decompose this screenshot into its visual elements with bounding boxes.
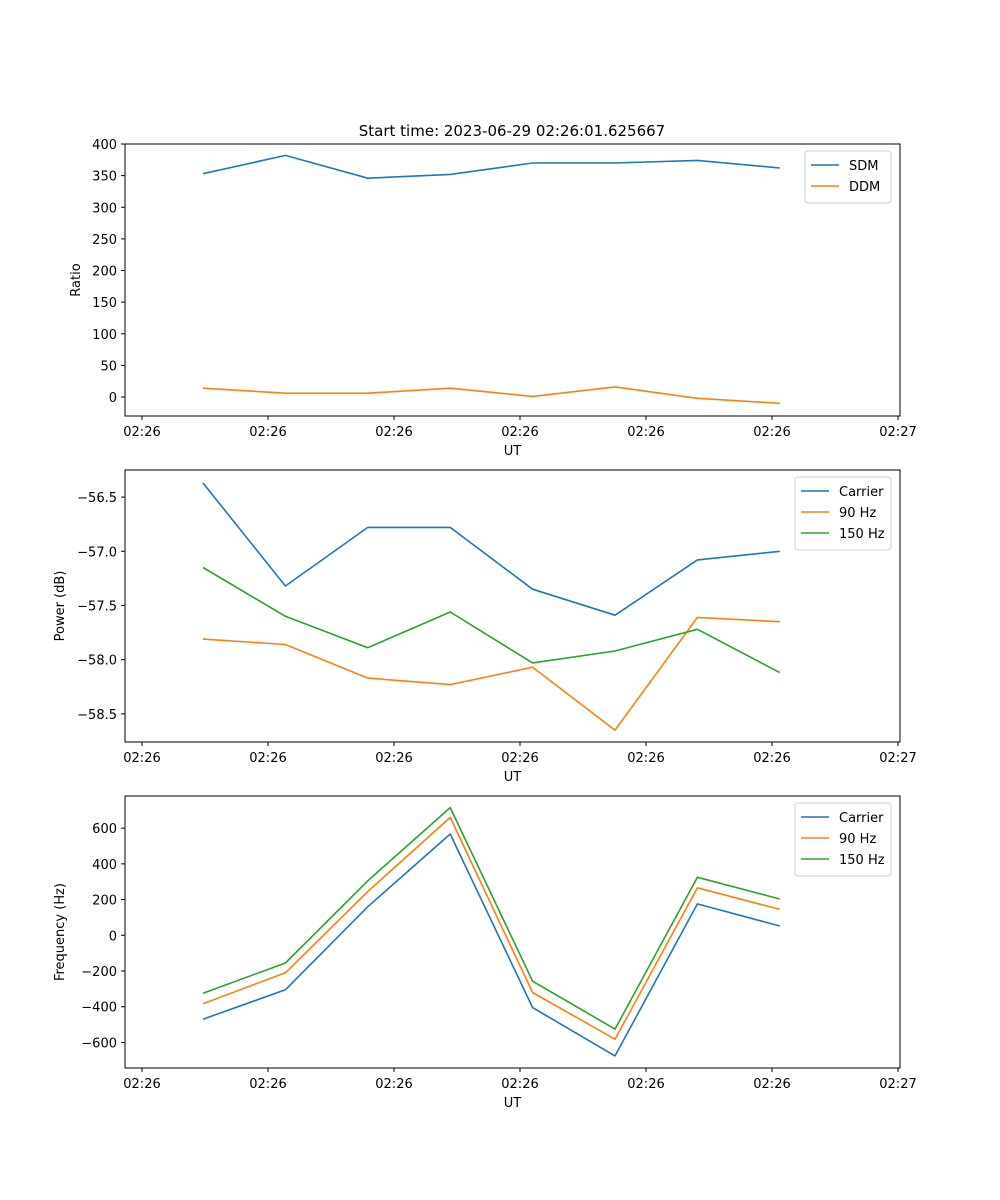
legend-label: SDM [849, 159, 878, 174]
legend-box [794, 802, 892, 877]
chart-title: Start time: 2023-06-29 02:26:01.625667 [359, 122, 665, 140]
x-tick-label: 02:26 [123, 1077, 160, 1092]
y-axis-label: Ratio [69, 263, 84, 296]
x-tick-label: 02:26 [375, 1077, 412, 1092]
legend: SDM DDM [804, 150, 892, 204]
legend-label: 150 Hz [839, 853, 885, 868]
panel-2: −58.5 −58.0 −57.5 −57.0 −56.5 02:26 02:26 02:26… [53, 469, 917, 785]
x-axis-label: UT [504, 770, 522, 785]
legend-box [804, 150, 892, 204]
legend: Carrier 90 Hz 150 Hz [794, 476, 892, 551]
x-tick-label: 02:26 [627, 751, 664, 766]
y-axis-label: Power (dB) [53, 571, 68, 642]
legend-label: DDM [849, 180, 880, 195]
y-tick-label: 0 [109, 391, 117, 406]
legend-label: Carrier [839, 485, 884, 500]
series-line-150-hz [202, 566, 781, 674]
y-tick-label: 200 [92, 265, 117, 280]
series-line-150-hz [202, 806, 781, 1030]
series-line-90-hz [202, 816, 781, 1040]
series-line-90-hz [202, 616, 780, 731]
x-tick-label: 02:26 [249, 1077, 286, 1092]
x-tick-label: 02:26 [123, 751, 160, 766]
x-axis-label: UT [504, 444, 522, 459]
axes-frame [124, 469, 901, 743]
legend-label: 90 Hz [839, 832, 876, 847]
y-tick-label: 400 [92, 138, 117, 153]
y-tick-label: −58.5 [77, 708, 117, 723]
x-tick-label: 02:27 [879, 425, 916, 440]
y-tick-label: 400 [92, 858, 117, 873]
x-tick-label: 02:26 [375, 425, 412, 440]
series-line-ddm [202, 386, 780, 405]
y-tick-label: −200 [81, 965, 117, 980]
x-tick-label: 02:26 [249, 425, 286, 440]
y-tick-label: 350 [92, 170, 117, 185]
y-tick-label: 600 [92, 822, 117, 837]
x-tick-label: 02:27 [879, 1077, 916, 1092]
x-axis-label: UT [504, 1096, 522, 1111]
y-axis-label: Frequency (Hz) [53, 883, 68, 981]
y-tick-label: −56.5 [77, 491, 117, 506]
axes-frame [124, 143, 901, 417]
legend: Carrier 90 Hz 150 Hz [794, 802, 892, 877]
panels: 0 50 100 150 200 250 300 350 400 02:26 02:26 02:26 0… [53, 138, 917, 1111]
y-tick-label: 50 [100, 359, 117, 374]
legend-label: Carrier [839, 811, 884, 826]
series-line-carrier [202, 482, 780, 617]
x-tick-label: 02:26 [123, 425, 160, 440]
y-tick-label: −400 [81, 1001, 117, 1016]
y-tick-label: −58.0 [77, 654, 117, 669]
x-tick-label: 02:26 [501, 425, 538, 440]
panel-3: −600 −400 −200 0 200 400 600 02:26 02:26 02:26 02:… [53, 795, 917, 1111]
x-tick-label: 02:26 [753, 751, 790, 766]
panel-1: 0 50 100 150 200 250 300 350 400 02:26 02:26 02:26 0… [69, 138, 917, 459]
legend-box [794, 476, 892, 551]
y-tick-label: 100 [92, 328, 117, 343]
x-tick-label: 02:26 [249, 751, 286, 766]
x-tick-label: 02:26 [627, 1077, 664, 1092]
legend-label: 90 Hz [839, 506, 876, 521]
y-tick-label: −57.0 [77, 545, 117, 560]
y-tick-label: 0 [109, 929, 117, 944]
y-tick-label: 300 [92, 201, 117, 216]
x-tick-label: 02:26 [753, 1077, 790, 1092]
series-line-sdm [202, 154, 780, 179]
x-tick-label: 02:26 [501, 751, 538, 766]
x-tick-label: 02:26 [753, 425, 790, 440]
y-tick-label: 200 [92, 894, 117, 909]
x-tick-label: 02:27 [879, 751, 916, 766]
x-tick-label: 02:26 [501, 1077, 538, 1092]
y-tick-label: 250 [92, 233, 117, 248]
y-tick-label: −600 [81, 1036, 117, 1051]
y-tick-label: 150 [92, 296, 117, 311]
axes-frame [124, 795, 901, 1069]
series-line-carrier [202, 833, 781, 1057]
x-tick-label: 02:26 [375, 751, 412, 766]
y-tick-label: −57.5 [77, 599, 117, 614]
legend-label: 150 Hz [839, 527, 885, 542]
x-tick-label: 02:26 [627, 425, 664, 440]
